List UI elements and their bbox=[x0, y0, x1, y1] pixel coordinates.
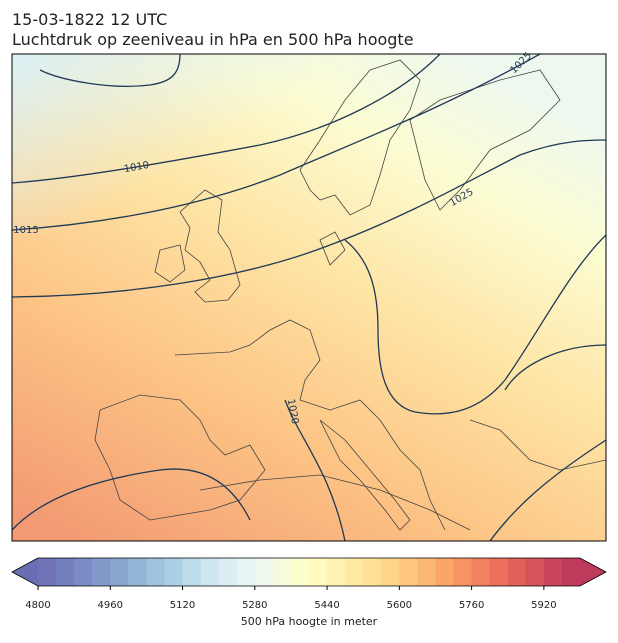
colorbar-tick-label: 4800 bbox=[25, 600, 50, 611]
map-frame bbox=[11, 53, 607, 542]
colorbar-band bbox=[399, 558, 418, 586]
map bbox=[12, 54, 606, 541]
colorbar-outline bbox=[11, 557, 607, 587]
colorbar-band bbox=[309, 558, 328, 586]
colorbar-band bbox=[489, 558, 509, 586]
colorbar-band bbox=[471, 558, 491, 586]
colorbar-band bbox=[525, 558, 545, 586]
colorbar-band bbox=[435, 558, 454, 586]
colorbar-band bbox=[453, 558, 472, 586]
colorbar-under bbox=[12, 558, 38, 586]
colorbar-band bbox=[200, 558, 220, 586]
title-line-2: Luchtdruk op zeeniveau in hPa en 500 hPa… bbox=[12, 30, 414, 49]
colorbar-band bbox=[74, 558, 93, 586]
colorbar-band bbox=[381, 558, 400, 586]
colorbar-band bbox=[507, 558, 527, 586]
coastlines bbox=[94, 59, 606, 531]
colorbar-band bbox=[236, 558, 256, 586]
colorbar-band bbox=[363, 558, 382, 586]
colorbar-band bbox=[164, 558, 183, 586]
colorbar-over bbox=[580, 558, 606, 586]
colorbar-tick-label: 5600 bbox=[387, 600, 412, 611]
colorbar-tick-label: 5120 bbox=[170, 600, 195, 611]
colorbar: 4800 4960 5120 5280 5440 5600 5760 5920 bbox=[11, 557, 607, 611]
colorbar-band bbox=[272, 558, 292, 586]
colorbar-label: 500 hPa hoogte in meter bbox=[241, 615, 378, 628]
colorbar-band bbox=[92, 558, 111, 586]
colorbar-band bbox=[290, 558, 310, 586]
colorbar-band bbox=[561, 558, 581, 586]
colorbar-tick-label: 5760 bbox=[459, 600, 484, 611]
colorbar-band bbox=[254, 558, 274, 586]
contour-label: 1015 bbox=[13, 225, 38, 236]
colorbar-band bbox=[128, 558, 147, 586]
colorbar-band bbox=[38, 558, 57, 586]
colorbar-tick-label: 5280 bbox=[242, 600, 267, 611]
colorbar-band bbox=[182, 558, 201, 586]
title-line-1: 15-03-1822 12 UTC bbox=[12, 10, 167, 29]
colorbar-band bbox=[110, 558, 129, 586]
colorbar-band bbox=[56, 558, 75, 586]
colorbar-tick-label: 5440 bbox=[314, 600, 339, 611]
isobars bbox=[12, 54, 606, 541]
colorbar-band bbox=[218, 558, 238, 586]
colorbar-band bbox=[417, 558, 436, 586]
colorbar-tick-label: 4960 bbox=[98, 600, 123, 611]
contour-label: 1020 bbox=[285, 398, 300, 425]
contour-label: 1010 bbox=[123, 160, 150, 175]
colorbar-band bbox=[345, 558, 364, 586]
colorbar-band bbox=[146, 558, 165, 586]
colorbar-tick-label: 5920 bbox=[531, 600, 556, 611]
colorbar-band bbox=[327, 558, 346, 586]
colorbar-band bbox=[543, 558, 563, 586]
